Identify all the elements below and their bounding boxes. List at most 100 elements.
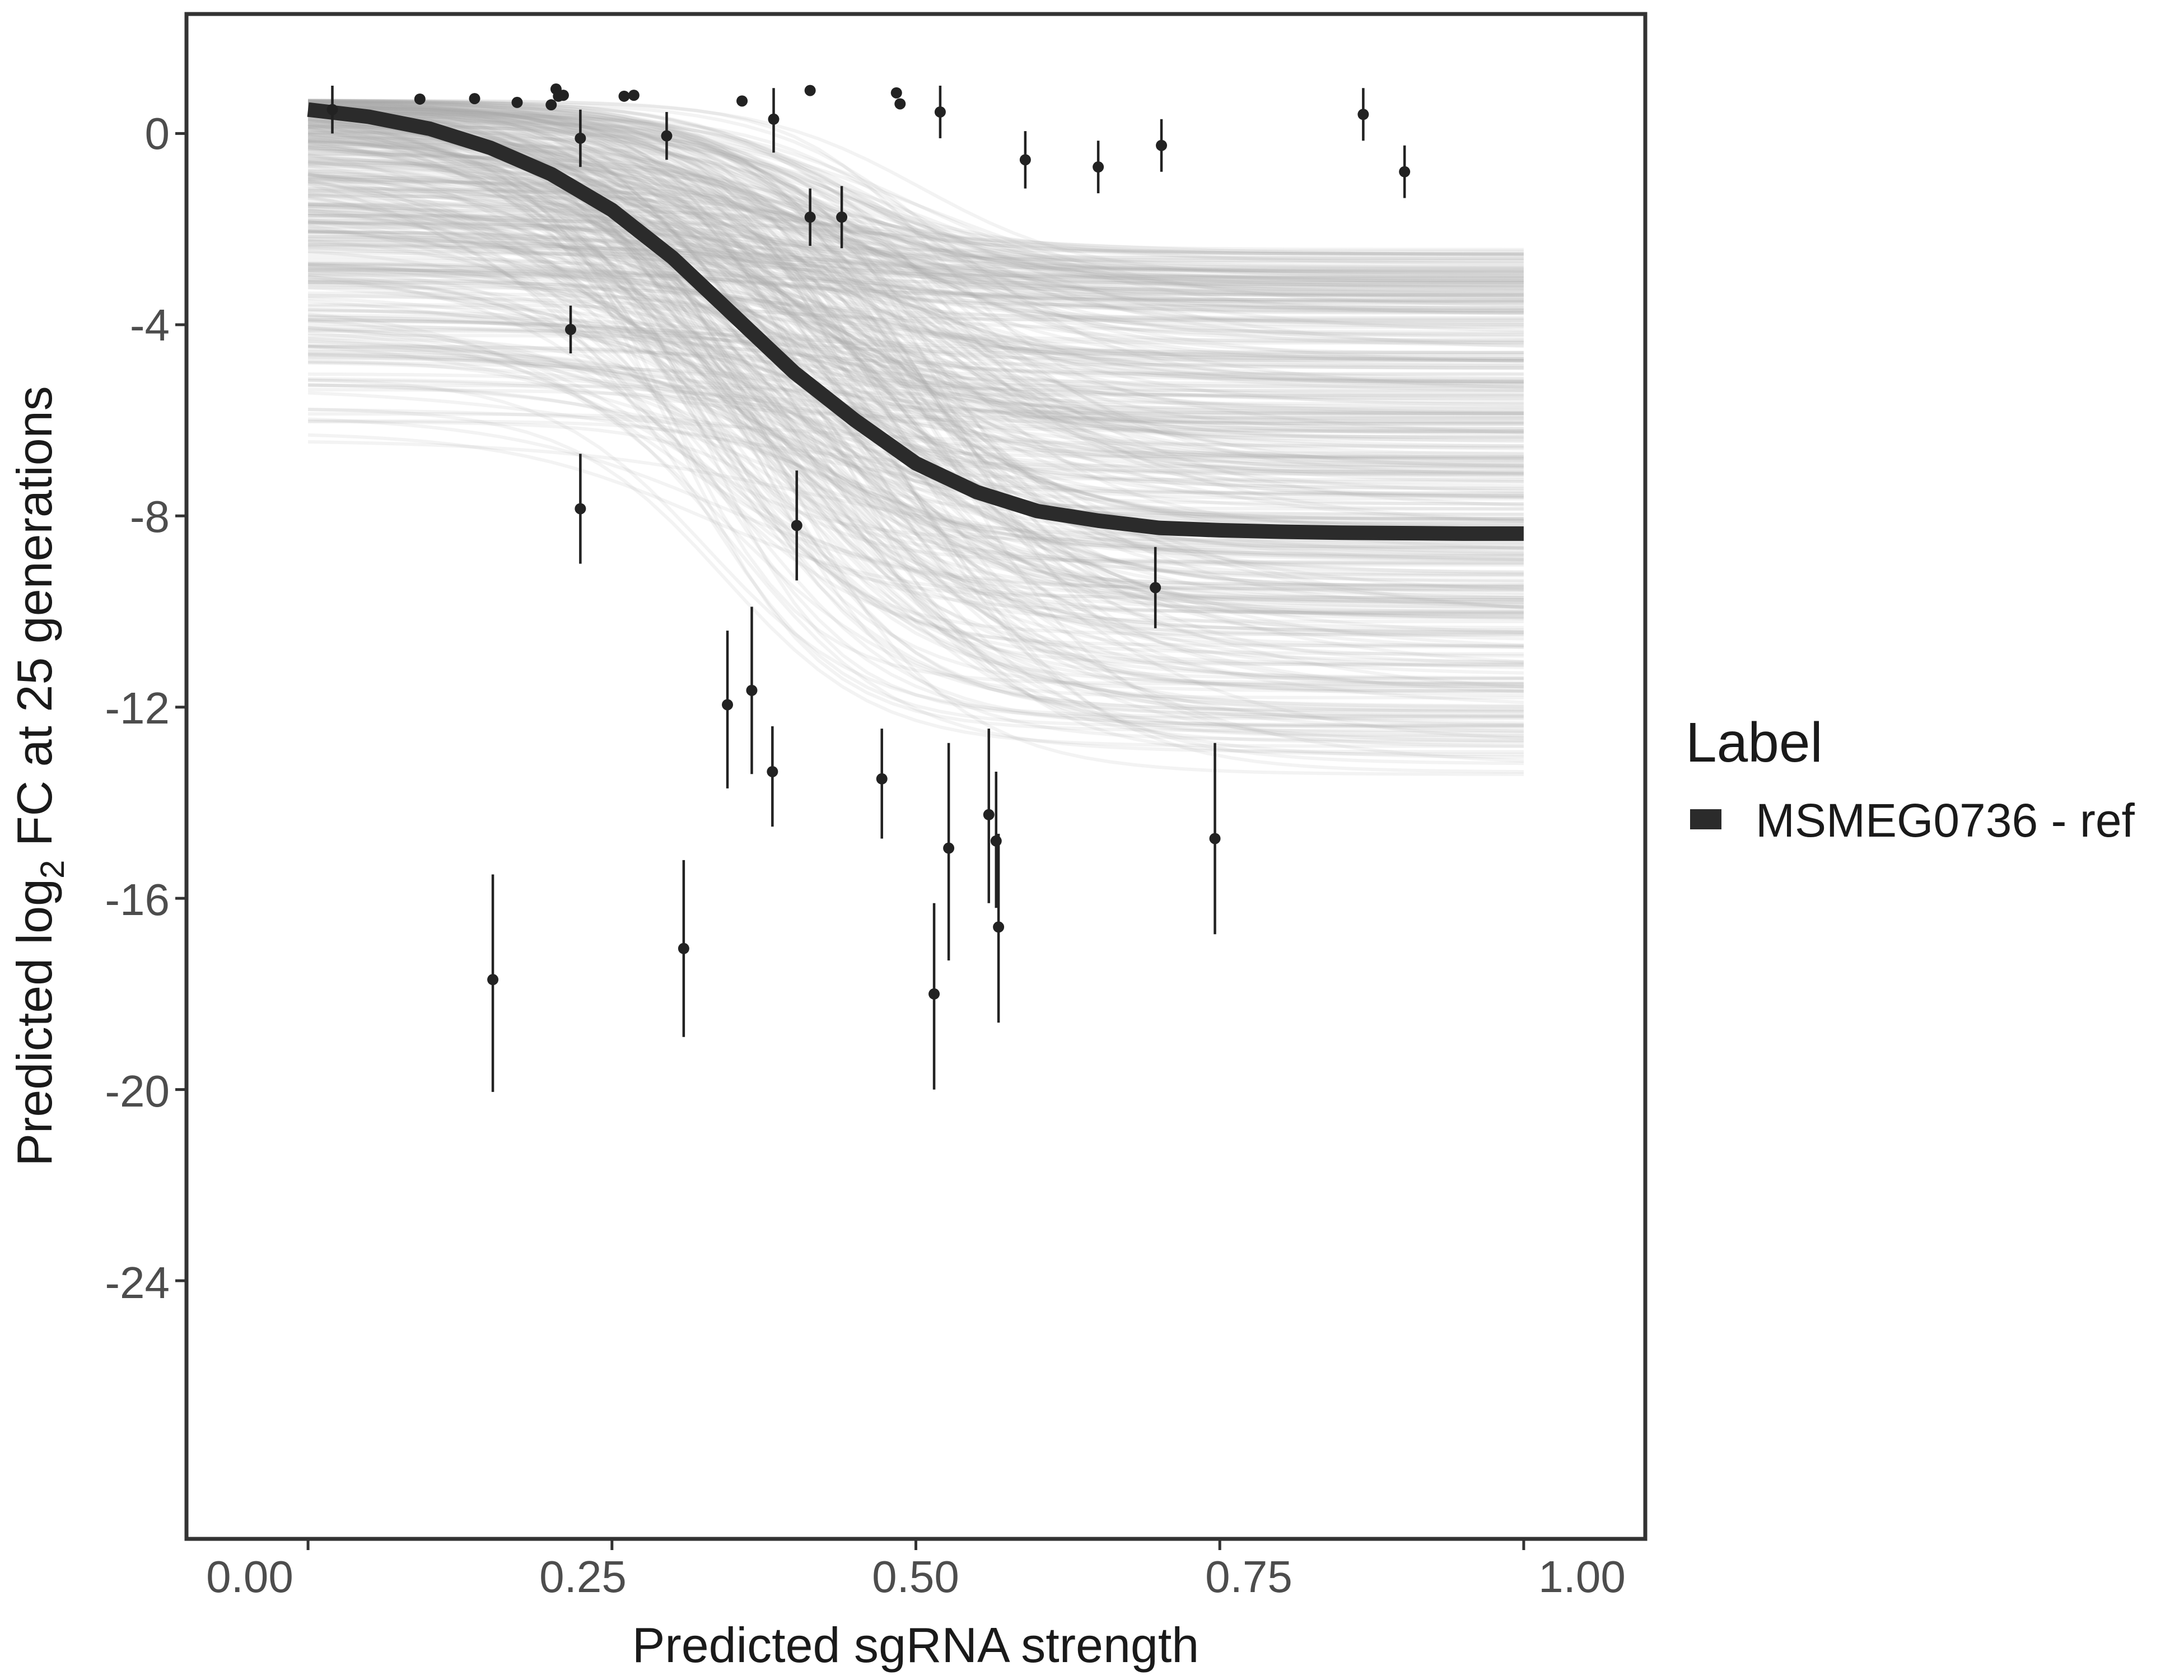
posterior-draw-line [307, 228, 1524, 740]
posterior-draw-line [307, 344, 1524, 557]
posterior-draw-line [307, 125, 1524, 648]
posterior-draw-line [307, 137, 1524, 524]
posterior-draw-line [308, 214, 1524, 376]
posterior-draw-line [307, 325, 1524, 521]
posterior-draw-line [307, 180, 1524, 708]
posterior-draw-line [308, 101, 1524, 282]
data-point [661, 130, 673, 142]
posterior-draw-line [308, 383, 1524, 584]
posterior-draw-line [307, 188, 1524, 339]
posterior-draw-line [308, 125, 1524, 329]
x-tick-label: 0.00 [206, 1552, 293, 1602]
posterior-draw-line [308, 213, 1524, 498]
data-point [746, 684, 758, 696]
posterior-draw-line [308, 100, 1524, 296]
posterior-draw-line [307, 146, 1524, 361]
posterior-draw-line [308, 130, 1524, 367]
posterior-draw-line [308, 230, 1524, 407]
posterior-draw-line [308, 119, 1524, 637]
posterior-draw-line [308, 164, 1524, 615]
data-point [1399, 166, 1411, 178]
posterior-draw-line [308, 318, 1524, 609]
posterior-draw-line [307, 114, 1524, 435]
data-point [804, 211, 816, 223]
posterior-draw-line [308, 212, 1524, 253]
posterior-draw-line [308, 408, 1524, 748]
data-point [618, 90, 630, 102]
posterior-draw-line [308, 162, 1524, 260]
posterior-draw-line [308, 105, 1524, 413]
posterior-draw-line [308, 110, 1524, 257]
posterior-draw-line [308, 205, 1524, 609]
x-tick-label: 0.25 [539, 1552, 627, 1602]
posterior-draw-line [308, 221, 1524, 616]
data-point [1093, 161, 1104, 173]
posterior-draw-line [308, 99, 1524, 412]
y-tick-label: -20 [105, 1066, 170, 1116]
posterior-draw-line [308, 106, 1524, 348]
posterior-draw-line [307, 220, 1524, 566]
data-point [768, 113, 780, 125]
posterior-draw-line [308, 334, 1524, 376]
posterior-draw-line [308, 99, 1524, 525]
posterior-draw-line [308, 99, 1524, 361]
posterior-draw-line [308, 100, 1524, 288]
posterior-draw-line [307, 230, 1524, 711]
posterior-draw-line [308, 412, 1524, 576]
posterior-draw-line [307, 145, 1524, 467]
y-tick-label: -24 [105, 1258, 170, 1308]
posterior-draw-line [308, 113, 1524, 279]
posterior-draw-line [308, 315, 1524, 629]
posterior-draw-line [308, 282, 1524, 712]
posterior-draw-line [308, 318, 1524, 358]
posterior-draw-line [308, 111, 1524, 438]
posterior-draw-line [308, 176, 1524, 284]
posterior-draw-line [308, 221, 1524, 416]
posterior-draw-line [308, 99, 1524, 326]
posterior-draw-line [308, 245, 1524, 287]
posterior-draw-line [308, 353, 1524, 641]
y-axis-title-subscript: 2 [34, 860, 71, 879]
posterior-draw-line [308, 136, 1524, 578]
posterior-draw-line [308, 115, 1524, 326]
posterior-draw-line [308, 269, 1524, 743]
posterior-draw-line [307, 105, 1524, 315]
posterior-draw-line [308, 174, 1524, 386]
data-point [934, 106, 946, 118]
y-axis-title-prefix: Predicted log [7, 879, 62, 1166]
data-point [993, 921, 1005, 933]
y-tick-label: -4 [130, 300, 170, 350]
posterior-draw-line [307, 164, 1524, 415]
posterior-draw-line [308, 201, 1524, 262]
posterior-draw-line [308, 99, 1524, 342]
posterior-draw-line [308, 229, 1524, 420]
posterior-draw-line [308, 136, 1524, 273]
posterior-draw-line [308, 268, 1524, 310]
posterior-draw-line [308, 377, 1524, 417]
posterior-draw-line [307, 417, 1524, 600]
posterior-draw-line [308, 208, 1524, 287]
data-point [1150, 582, 1161, 594]
posterior-draw-line [308, 281, 1524, 323]
posterior-draw-line [307, 114, 1524, 693]
posterior-draw-line [308, 344, 1524, 386]
posterior-draw-line [308, 242, 1524, 284]
posterior-draw-line [308, 328, 1524, 370]
posterior-draw-line [308, 142, 1524, 382]
posterior-draw-line [308, 122, 1524, 316]
posterior-draw-line [308, 419, 1524, 757]
posterior-draw-line [308, 104, 1524, 649]
posterior-draw-line [308, 109, 1524, 468]
posterior-draw-line [307, 133, 1524, 697]
posterior-draw-line [307, 220, 1524, 561]
posterior-draw-line [308, 132, 1524, 265]
posterior-draw-line [308, 319, 1524, 416]
posterior-draw-line [307, 102, 1524, 528]
posterior-draw-line [308, 111, 1524, 292]
posterior-draw-line [307, 105, 1524, 592]
posterior-draw-line [307, 111, 1524, 549]
posterior-draw-line [307, 204, 1524, 650]
posterior-draw-line [307, 134, 1524, 328]
posterior-draw-line [307, 148, 1524, 732]
posterior-draw-line [307, 224, 1524, 491]
